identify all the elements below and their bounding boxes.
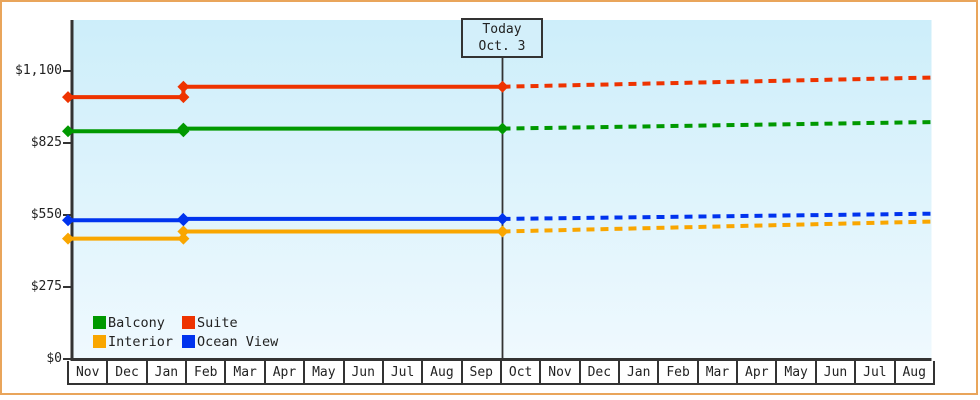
data-point-marker-balcony [62,125,74,138]
data-point-marker-ocean-view [177,212,190,225]
legend-item-ocean-view: Ocean View [182,334,278,350]
x-axis-month-label: Mar [226,361,266,383]
x-axis-month-label: Dec [580,361,621,383]
legend-label-interior: Interior [108,333,174,350]
data-point-marker-suite [177,80,190,93]
data-point-marker-interior [177,225,190,238]
data-point-marker-balcony [496,122,509,135]
today-marker-title: Today [482,22,522,37]
x-axis-month-label: Nov [69,361,109,383]
x-axis-month-label: Aug [423,361,463,383]
legend-item-balcony: Balcony [93,315,182,331]
projected-line-ocean-view [502,211,932,221]
data-point-marker-balcony [177,122,190,135]
interior-color-swatch [93,335,106,348]
data-point-marker-suite [177,91,190,104]
projected-line-suite [502,75,932,89]
x-axis-month-label: Feb [659,361,699,383]
legend-item-suite: Suite [182,315,278,331]
data-point-marker-suite [62,91,74,104]
x-axis-month-label: Jul [383,361,424,383]
x-axis-month-label: Jan [147,361,188,383]
data-point-marker-ocean-view [496,212,509,225]
y-axis-tick-label: $1,100 [15,63,62,78]
legend-label-ocean-view: Ocean View [197,333,279,350]
x-axis-month-label: Dec [108,361,148,383]
x-axis-month-label: Sep [462,361,502,383]
x-axis-month-label: May [777,361,817,383]
data-point-marker-suite [496,80,509,93]
ocean-view-color-swatch [182,335,195,348]
legend-label-balcony: Balcony [108,314,165,331]
x-axis-month-label: Jan [620,361,660,383]
y-axis-tick-label: $275 [30,279,62,294]
x-axis-month-strip: Nov Dec Jan Feb Mar Apr May Jun Jul Aug Sep Oct Nov D… [67,361,935,385]
legend-item-interior: Interior [93,334,182,350]
projected-line-balcony [502,120,932,131]
projected-line-interior [502,219,932,234]
x-axis-month-label: May [305,361,345,383]
today-marker-box: Today Oct. 3 [461,18,543,58]
x-axis-month-label: Apr [265,361,306,383]
x-axis-month-label: Jun [816,361,857,383]
suite-color-swatch [182,316,195,329]
x-axis-month-label: Jul [856,361,896,383]
x-axis-month-label: Jun [344,361,384,383]
y-axis-tick-label: $550 [30,207,62,222]
today-marker-date: Oct. 3 [478,39,526,54]
history-line-ocean-view [68,216,503,223]
x-axis-month-label: Nov [541,361,581,383]
balcony-color-swatch [93,316,106,329]
data-point-marker-interior [62,232,74,245]
x-axis-month-label: Oct [501,361,542,383]
chart-legend: Balcony Suite Interior Ocean View [93,313,278,351]
x-axis-month-label: Mar [698,361,739,383]
y-axis-tick-label: $0 [46,351,62,366]
data-point-marker-interior [177,232,190,245]
data-point-marker-ocean-view [62,214,74,227]
legend-label-suite: Suite [197,314,238,331]
x-axis-month-label: Aug [895,361,935,383]
x-axis-month-label: Feb [187,361,227,383]
y-axis-tick-label: $825 [30,135,62,150]
x-axis-month-label: Apr [738,361,778,383]
data-point-marker-interior [496,225,509,238]
